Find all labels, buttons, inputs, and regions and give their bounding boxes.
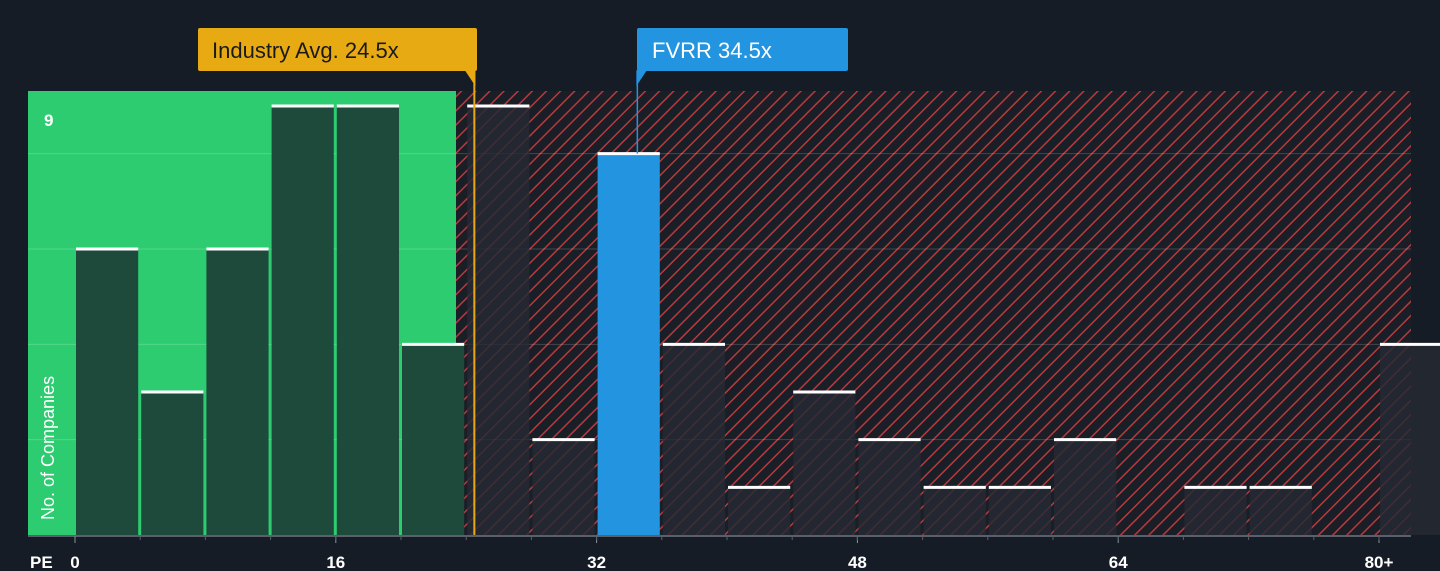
- histogram-bar: [1380, 344, 1440, 535]
- histogram-bar: [271, 106, 334, 535]
- company-callout-box: [637, 28, 848, 71]
- axes: No. of Companies PE 0 16 32 48 64 80+ 9: [28, 111, 1411, 571]
- industry-avg-callout-box: [198, 28, 477, 71]
- histogram-bar: [1249, 487, 1312, 535]
- industry-avg-label: Industry Avg. 24.5x: [212, 38, 399, 63]
- x-axis-title: PE: [30, 553, 53, 571]
- histogram-bar: [76, 249, 139, 535]
- histogram-bars: [76, 104, 1440, 535]
- company-callout-pointer: [636, 71, 647, 86]
- x-tick-label: 16: [326, 553, 345, 571]
- reference-markers: Industry Avg. 24.5x FVRR 34.5x: [198, 28, 848, 535]
- histogram-bar: [597, 153, 660, 535]
- company-callout: FVRR 34.5x: [636, 28, 848, 86]
- industry-avg-callout: Industry Avg. 24.5x: [198, 28, 477, 86]
- histogram-bar: [728, 487, 791, 535]
- x-tick-label: 48: [848, 553, 867, 571]
- industry-avg-callout-pointer: [465, 71, 476, 86]
- histogram-bar: [988, 487, 1051, 535]
- histogram-bar: [467, 106, 530, 535]
- histogram-bar: [858, 439, 921, 535]
- company-label: FVRR 34.5x: [652, 38, 772, 63]
- histogram-bar: [923, 487, 986, 535]
- x-tick-label: 80+: [1365, 553, 1394, 571]
- x-tick-label: 32: [587, 553, 606, 571]
- x-tick-label: 0: [70, 553, 79, 571]
- y-axis-title: No. of Companies: [38, 376, 58, 520]
- histogram-bar: [1184, 487, 1247, 535]
- histogram-bar: [206, 249, 269, 535]
- histogram-bar: [793, 392, 856, 535]
- histogram-bar: [662, 344, 725, 535]
- histogram-bar: [402, 344, 465, 535]
- histogram-bar: [336, 106, 399, 535]
- y-tick-label: 9: [44, 111, 53, 130]
- histogram-bar: [1054, 439, 1117, 535]
- histogram-bar: [141, 392, 204, 535]
- histogram-bar: [532, 439, 595, 535]
- x-tick-label: 64: [1109, 553, 1128, 571]
